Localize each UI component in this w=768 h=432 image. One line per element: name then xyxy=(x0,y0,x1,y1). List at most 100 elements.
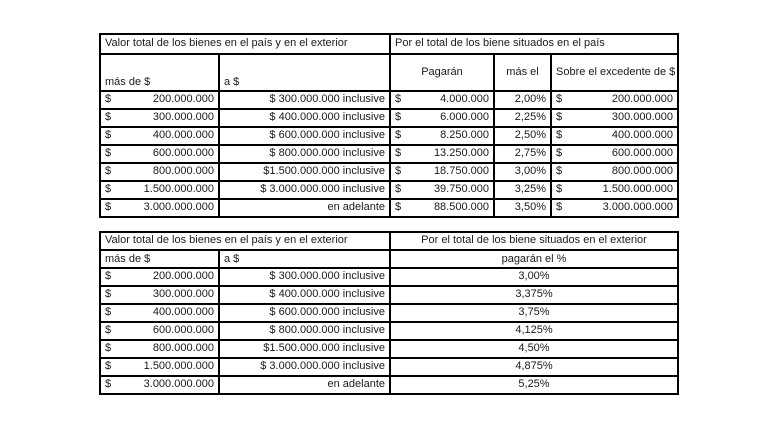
cell-pay-value: 88.500.000 xyxy=(433,201,489,214)
country-table-group-header-row: Valor total de los bienes en el país y e… xyxy=(99,33,679,55)
country-group-header-right: Por el total de los biene situados en el… xyxy=(389,33,679,55)
column-header-excess: Sobre el excedente de $ xyxy=(550,53,679,92)
cell-excess-value: 300.000.000 xyxy=(611,111,673,124)
cell-rate: 3,00% xyxy=(493,162,552,182)
currency-symbol: $ xyxy=(105,165,112,178)
cell-pay: $18.750.000 xyxy=(389,162,495,182)
currency-symbol: $ xyxy=(556,93,563,106)
cell-rate: 3,50% xyxy=(493,198,552,218)
table-row: $3.000.000.000 en adelante $88.500.000 3… xyxy=(99,198,679,218)
currency-symbol: $ xyxy=(105,306,112,319)
cell-excess: $3.000.000.000 xyxy=(550,198,679,218)
cell-from-value: 800.000.000 xyxy=(152,342,214,355)
cell-excess: $200.000.000 xyxy=(550,90,679,110)
currency-symbol: $ xyxy=(395,201,402,214)
currency-symbol: $ xyxy=(105,183,112,196)
cell-to: en adelante xyxy=(218,198,391,218)
country-table-column-header-row: más de $ a $ Pagarán más el Sobre el exc… xyxy=(99,53,679,92)
cell-to: $ 800.000.000 inclusive xyxy=(218,144,391,164)
exterior-table-group-header-row: Valor total de los bienes en el país y e… xyxy=(99,231,679,251)
exterior-group-header-left: Valor total de los bienes en el país y e… xyxy=(99,231,391,251)
cell-pay: $39.750.000 xyxy=(389,180,495,200)
currency-symbol: $ xyxy=(105,147,112,160)
exterior-group-header-right: Por el total de los biene situados en el… xyxy=(389,231,679,251)
cell-from-value: 400.000.000 xyxy=(152,129,214,142)
cell-from: $800.000.000 xyxy=(99,339,220,359)
country-group-header-left: Valor total de los bienes en el país y e… xyxy=(99,33,391,55)
column-header-to: a $ xyxy=(218,53,391,92)
currency-symbol: $ xyxy=(395,165,402,178)
table-row: $400.000.000 $ 600.000.000 inclusive 3,7… xyxy=(99,303,679,323)
cell-to: $ 400.000.000 inclusive xyxy=(218,285,391,305)
cell-rate: 4,875% xyxy=(389,357,679,377)
currency-symbol: $ xyxy=(105,378,112,391)
currency-symbol: $ xyxy=(105,111,112,124)
cell-from-value: 600.000.000 xyxy=(152,147,214,160)
cell-from: $300.000.000 xyxy=(99,108,220,128)
cell-from-value: 400.000.000 xyxy=(152,306,214,319)
cell-from: $200.000.000 xyxy=(99,90,220,110)
cell-pay: $13.250.000 xyxy=(389,144,495,164)
column-header-from: más de $ xyxy=(99,249,220,269)
cell-to: en adelante xyxy=(218,375,391,395)
cell-excess-value: 1.500.000.000 xyxy=(602,183,673,196)
cell-to: $ 3.000.000.000 inclusive xyxy=(218,357,391,377)
cell-from-value: 800.000.000 xyxy=(152,165,214,178)
table-row: $200.000.000 $ 300.000.000 inclusive 3,0… xyxy=(99,267,679,287)
cell-rate: 2,75% xyxy=(493,144,552,164)
currency-symbol: $ xyxy=(105,93,112,106)
cell-pay: $8.250.000 xyxy=(389,126,495,146)
cell-from-value: 600.000.000 xyxy=(152,324,214,337)
column-header-rate: pagarán el % xyxy=(389,249,679,269)
cell-from-value: 3.000.000.000 xyxy=(143,378,214,391)
table-row: $300.000.000 $ 400.000.000 inclusive $6.… xyxy=(99,108,679,128)
currency-symbol: $ xyxy=(395,111,402,124)
cell-excess: $400.000.000 xyxy=(550,126,679,146)
cell-pay-value: 13.250.000 xyxy=(433,147,489,160)
cell-pay-value: 18.750.000 xyxy=(433,165,489,178)
currency-symbol: $ xyxy=(556,147,563,160)
cell-rate: 4,125% xyxy=(389,321,679,341)
exterior-tax-table: Valor total de los bienes en el país y e… xyxy=(99,231,679,395)
cell-pay: $88.500.000 xyxy=(389,198,495,218)
cell-excess-value: 3.000.000.000 xyxy=(602,201,673,214)
currency-symbol: $ xyxy=(556,183,563,196)
cell-to: $ 600.000.000 inclusive xyxy=(218,303,391,323)
cell-pay-value: 4.000.000 xyxy=(440,93,489,106)
cell-excess-value: 600.000.000 xyxy=(611,147,673,160)
country-tax-table: Valor total de los bienes en el país y e… xyxy=(99,33,679,218)
cell-from: $1.500.000.000 xyxy=(99,357,220,377)
currency-symbol: $ xyxy=(556,111,563,124)
currency-symbol: $ xyxy=(395,93,402,106)
cell-excess-value: 400.000.000 xyxy=(611,129,673,142)
currency-symbol: $ xyxy=(556,165,563,178)
cell-rate: 3,375% xyxy=(389,285,679,305)
currency-symbol: $ xyxy=(105,129,112,142)
table-row: $300.000.000 $ 400.000.000 inclusive 3,3… xyxy=(99,285,679,305)
currency-symbol: $ xyxy=(105,342,112,355)
cell-rate: 2,00% xyxy=(493,90,552,110)
currency-symbol: $ xyxy=(105,360,112,373)
cell-from-value: 1.500.000.000 xyxy=(143,360,214,373)
cell-excess: $600.000.000 xyxy=(550,144,679,164)
cell-excess: $300.000.000 xyxy=(550,108,679,128)
cell-rate: 3,75% xyxy=(389,303,679,323)
cell-from: $600.000.000 xyxy=(99,144,220,164)
cell-to: $ 300.000.000 inclusive xyxy=(218,267,391,287)
currency-symbol: $ xyxy=(105,201,112,214)
cell-excess: $800.000.000 xyxy=(550,162,679,182)
column-header-from: más de $ xyxy=(99,53,220,92)
cell-pay-value: 39.750.000 xyxy=(433,183,489,196)
table-row: $200.000.000 $ 300.000.000 inclusive $4.… xyxy=(99,90,679,110)
cell-rate: 2,50% xyxy=(493,126,552,146)
currency-symbol: $ xyxy=(556,201,563,214)
cell-from: $300.000.000 xyxy=(99,285,220,305)
currency-symbol: $ xyxy=(105,270,112,283)
currency-symbol: $ xyxy=(105,324,112,337)
cell-rate: 3,00% xyxy=(389,267,679,287)
currency-symbol: $ xyxy=(105,288,112,301)
cell-from: $200.000.000 xyxy=(99,267,220,287)
cell-from-value: 3.000.000.000 xyxy=(143,201,214,214)
currency-symbol: $ xyxy=(556,129,563,142)
